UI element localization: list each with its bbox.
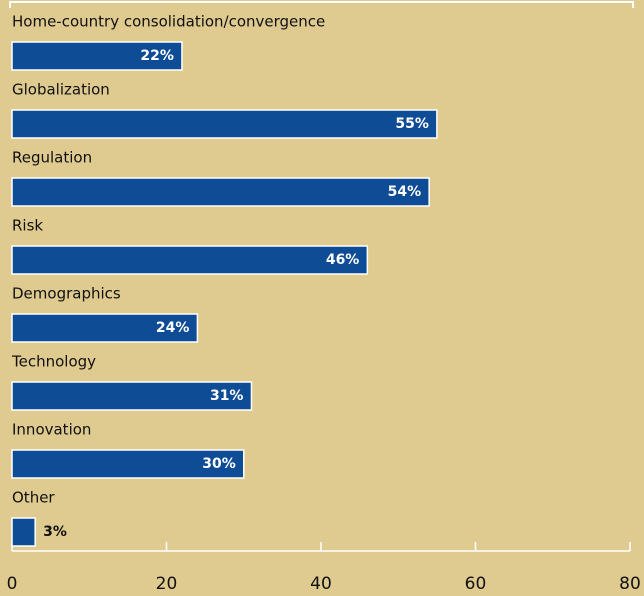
x-tick-label: 20 [156,574,178,594]
category-label: Risk [12,217,43,235]
bar [11,177,430,207]
category-label: Regulation [12,149,92,167]
category-label: Globalization [12,81,110,99]
frame [9,1,634,8]
value-label: 22% [140,48,174,64]
value-label: 54% [388,184,422,200]
value-label: 30% [202,456,236,472]
category-label: Home-country consolidation/convergence [12,13,325,31]
x-tick-label: 80 [619,574,641,594]
x-tick-label: 40 [310,574,332,594]
category-label: Other [12,489,55,507]
value-label: 55% [395,116,429,132]
x-tick-label: 60 [465,574,487,594]
bar [11,313,199,343]
value-label: 3% [43,524,67,540]
category-label: Technology [11,353,96,371]
value-label: 46% [326,252,360,268]
category-label: Innovation [12,421,91,439]
bar [11,449,245,479]
category-label: Demographics [12,285,121,303]
value-label: 24% [156,320,190,336]
bar [11,517,36,547]
value-label: 31% [210,388,244,404]
bar [11,109,438,139]
x-tick-label: 0 [7,574,18,594]
bar [11,381,253,411]
bar [11,245,369,275]
bar [11,41,183,71]
